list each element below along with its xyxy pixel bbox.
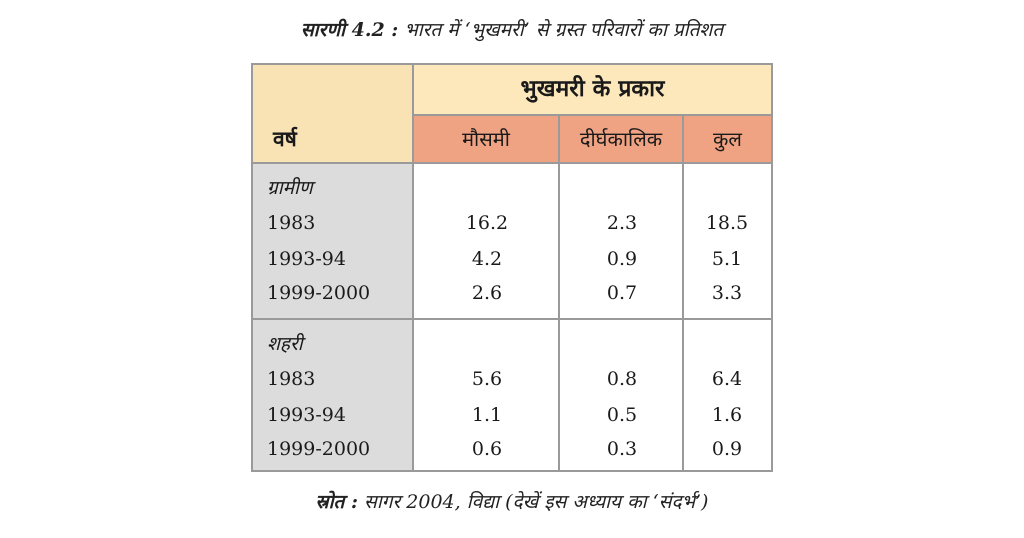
row-year: 1999-2000 xyxy=(267,438,371,460)
column-divider xyxy=(560,164,684,470)
table-cell: 3.3 xyxy=(711,282,743,304)
source-label: स्रोत : xyxy=(315,491,358,513)
table-cell: 0.9 xyxy=(711,438,743,460)
table-cell: 4.2 xyxy=(471,248,503,270)
table-cell: 18.5 xyxy=(705,212,749,234)
hunger-table: वर्ष भुखमरी के प्रकार मौसमी दीर्घकालिक क… xyxy=(251,63,773,472)
section-label: ग्रामीण xyxy=(267,177,313,199)
table-cell: 0.9 xyxy=(606,248,638,270)
hunger-type-header: भुखमरी के प्रकार xyxy=(414,65,771,116)
table-cell: 0.3 xyxy=(606,438,638,460)
row-year: 1983 xyxy=(267,368,316,390)
table-cell: 5.6 xyxy=(471,368,503,390)
row-year: 1993-94 xyxy=(267,404,346,426)
rowhead-urban-bg xyxy=(253,320,414,470)
year-header-cell: वर्ष xyxy=(253,65,414,164)
table-cell: 2.3 xyxy=(606,212,638,234)
table-cell: 0.7 xyxy=(606,282,638,304)
column-header-total: कुल xyxy=(684,116,771,164)
table-cell: 0.6 xyxy=(471,438,503,460)
year-header: वर्ष xyxy=(273,127,297,151)
table-cell: 0.8 xyxy=(606,368,638,390)
rowhead-rural-bg xyxy=(253,164,414,320)
table-cell: 1.6 xyxy=(711,404,743,426)
table-cell: 6.4 xyxy=(711,368,743,390)
row-year: 1993-94 xyxy=(267,248,346,270)
row-year: 1999-2000 xyxy=(267,282,371,304)
table-source: स्रोत : सागर 2004, विद्या (देखें इस अध्य… xyxy=(0,488,1024,514)
row-year: 1983 xyxy=(267,212,316,234)
source-text: सागर 2004, विद्या (देखें इस अध्याय का ‘स… xyxy=(364,491,709,513)
section-divider xyxy=(414,318,771,320)
table-cell: 0.5 xyxy=(606,404,638,426)
column-divider xyxy=(414,164,560,470)
table-cell: 5.1 xyxy=(711,248,743,270)
section-label: शहरी xyxy=(267,333,303,355)
caption-text: भारत में ‘भुखमरी’ से ग्रस्त परिवारों का … xyxy=(404,19,724,41)
table-cell: 1.1 xyxy=(471,404,503,426)
table-cell: 16.2 xyxy=(465,212,509,234)
table-cell: 2.6 xyxy=(471,282,503,304)
table-caption: सारणी 4.2 : भारत में ‘भुखमरी’ से ग्रस्त … xyxy=(0,16,1024,42)
column-header-seasonal: मौसमी xyxy=(414,116,560,164)
column-header-chronic: दीर्घकालिक xyxy=(560,116,684,164)
caption-label: सारणी 4.2 : xyxy=(300,19,399,41)
